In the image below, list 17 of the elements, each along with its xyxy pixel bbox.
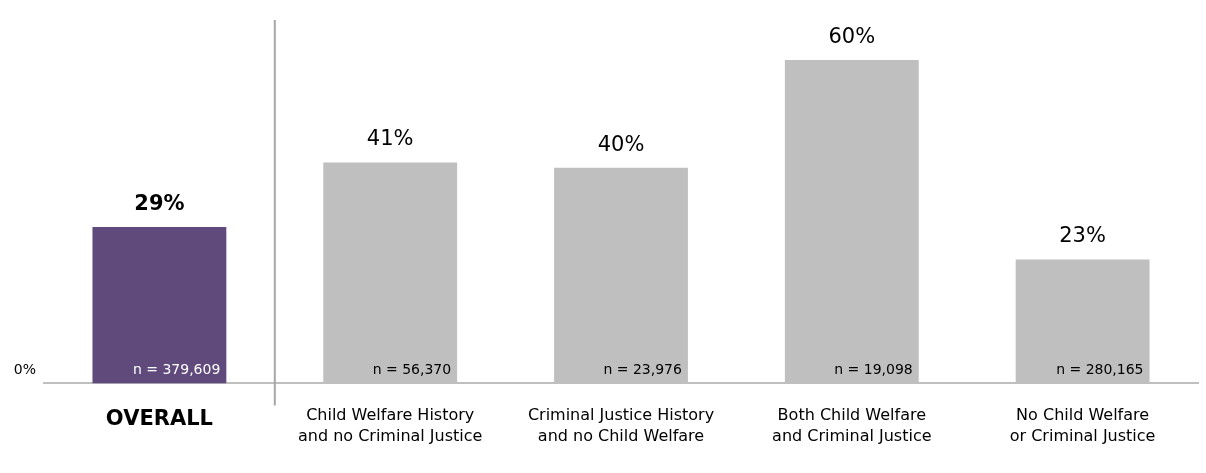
annotation: n = 19,098 <box>834 361 913 378</box>
x-tick-label: Both Child Welfare and Criminal Justice <box>772 404 932 445</box>
annotation: n = 23,976 <box>603 361 683 378</box>
data-label: 23% <box>1059 223 1106 248</box>
x-tick-label: Child Welfare History and no Criminal Justice <box>297 404 483 445</box>
text: 0% <box>13 361 36 378</box>
annotation: n = 379,609 <box>132 361 221 378</box>
x-tick-label: Criminal Justice History and no Child Welfare <box>527 404 715 445</box>
data-label: 60% <box>828 23 876 48</box>
data-label: 29% <box>134 191 185 216</box>
data-label: 40% <box>597 131 645 156</box>
x-tick-label: OVERALL <box>105 405 213 430</box>
annotation: n = 56,370 <box>372 361 452 378</box>
data-label: 41% <box>366 126 414 151</box>
annotation: n = 280,165 <box>1056 361 1144 378</box>
x-tick-label: No Child Welfare or Criminal Justice <box>1009 404 1156 445</box>
bar <box>92 227 227 384</box>
